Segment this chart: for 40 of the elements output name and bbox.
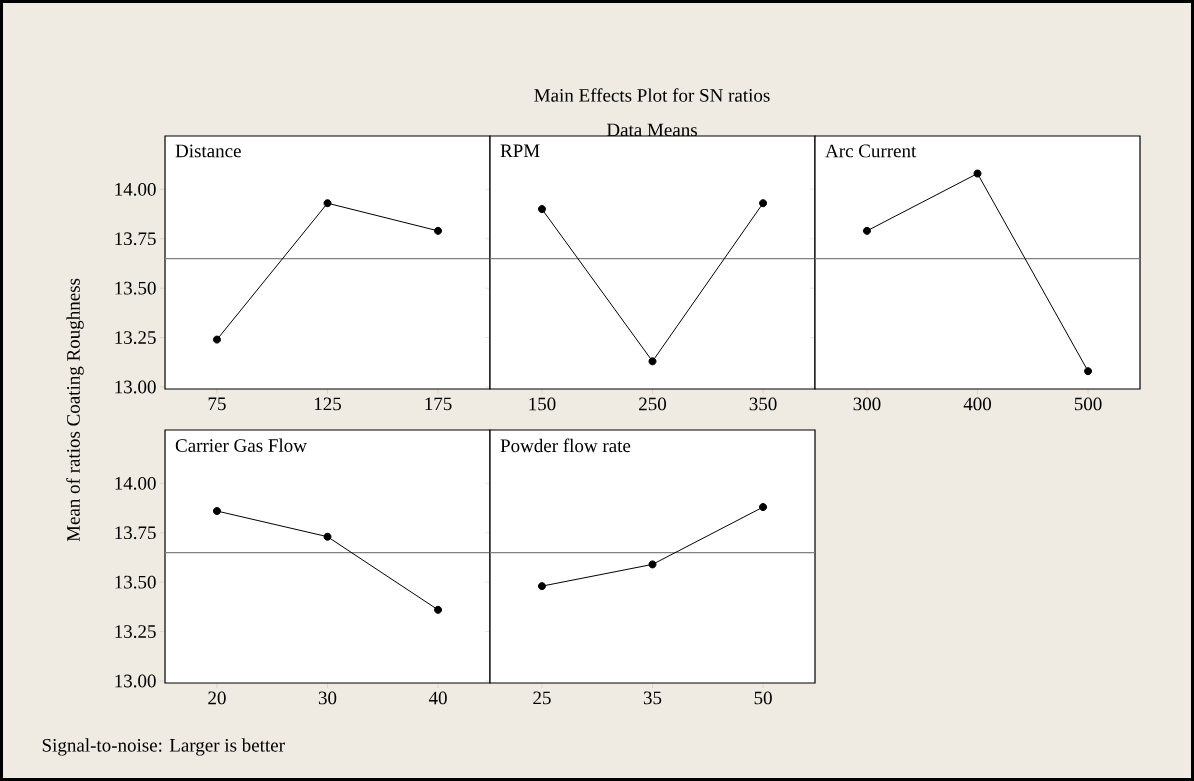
x-tick-label: 400 [963, 397, 992, 411]
chart-title: Distance [175, 144, 241, 158]
x-tick-label: 35 [643, 691, 662, 705]
y-tick-label: 13.25 [115, 625, 156, 639]
y-tick-label: 13.75 [115, 232, 156, 246]
x-tick-label: 40 [428, 691, 447, 705]
y-tick-label: 13.50 [115, 281, 156, 295]
chart-title: Carrier Gas Flow [175, 438, 307, 452]
y-tick-label: 13.50 [115, 575, 156, 589]
x-tick-label: 30 [318, 691, 337, 705]
point [434, 605, 443, 614]
y-tick-label: 14.00 [115, 182, 156, 196]
x-tick-label: 125 [314, 397, 342, 411]
point [212, 335, 221, 344]
text: Data Means [606, 123, 697, 137]
y-tick-label: 13.00 [115, 380, 156, 394]
x-tick-label: 20 [208, 691, 226, 705]
x-tick-label: 25 [533, 691, 551, 705]
chart-title: Arc Current [825, 144, 917, 158]
point [434, 226, 443, 235]
x-tick-label: 50 [754, 691, 772, 705]
x-tick-label: 500 [1074, 397, 1102, 411]
point [212, 507, 221, 516]
chart-title: Powder flow rate [500, 438, 631, 453]
point [323, 532, 332, 541]
x-tick-label: 75 [208, 397, 226, 411]
text: Main Effects Plot for SN ratios [534, 88, 770, 102]
text: Signal-to-noise: Larger is better [42, 738, 285, 756]
x-tick-label: 250 [639, 397, 667, 411]
x-tick-label: 175 [425, 397, 452, 411]
y-tick-label: 13.75 [115, 526, 156, 540]
y-tick-label: 13.25 [115, 331, 156, 345]
x-tick-label: 350 [749, 397, 777, 411]
chart-title: RPM [500, 144, 540, 158]
y-tick-label: 13.00 [115, 674, 156, 688]
point [323, 199, 332, 208]
x-tick-label: 300 [853, 397, 881, 411]
text: Mean of ratios Coating Roughness [66, 278, 84, 542]
y-tick-label: 14.00 [115, 476, 156, 490]
x-tick-label: 150 [529, 397, 556, 411]
